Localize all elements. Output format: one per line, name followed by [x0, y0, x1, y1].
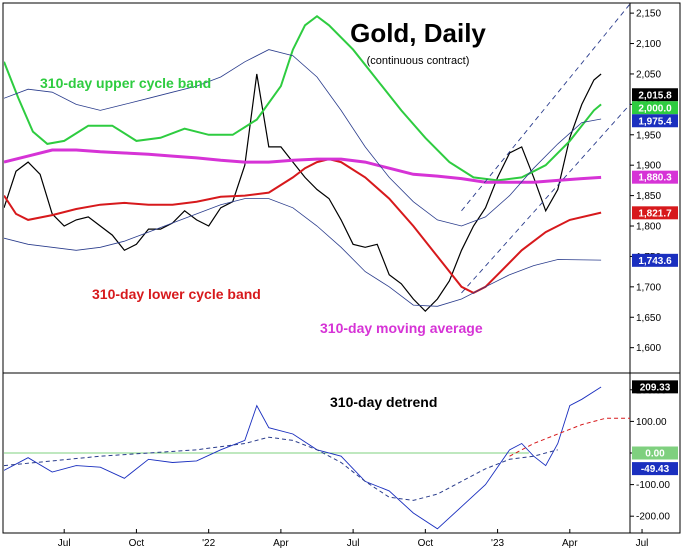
- last-value-badge: 2,015.8: [632, 88, 678, 102]
- x-tick-label: '22: [202, 538, 215, 549]
- trend-line-2: [461, 104, 630, 294]
- y-tick-label: 2,100: [636, 39, 661, 50]
- last-value-badge: 1,743.6: [632, 253, 678, 267]
- last-value-badge-text: 2,000.0: [638, 103, 672, 114]
- last-value-badge-bg: [632, 114, 678, 128]
- series-detrend-projection: [509, 417, 630, 457]
- last-value-badge: 1,880.3: [632, 170, 678, 184]
- detrend-panel-lines: [4, 386, 630, 530]
- y-tick-label: 1,900: [636, 161, 661, 172]
- last-value-badge-text: 1,880.3: [638, 173, 672, 184]
- main-frame: [2, 2, 681, 534]
- last-value-badge-bg: [632, 88, 678, 102]
- y-tick-label: 1,600: [636, 343, 661, 354]
- y-tick-label: 1,650: [636, 313, 661, 324]
- lower-band-label: 310-day lower cycle band: [92, 286, 261, 302]
- detrend-y-tick-label: 100.00: [636, 417, 667, 428]
- x-tick-label: Oct: [418, 538, 434, 549]
- last-value-badge: 2,000.0: [632, 101, 678, 115]
- series-lower-band: [4, 158, 602, 295]
- y-tick-label: 1,800: [636, 222, 661, 233]
- detrend-last-value-badge-bg: [632, 462, 678, 476]
- y-tick-label: 1,700: [636, 282, 661, 293]
- x-tick-label: Apr: [273, 538, 289, 549]
- last-value-badge-bg: [632, 101, 678, 115]
- x-tick-label: '23: [491, 538, 504, 549]
- last-value-badge-bg: [632, 206, 678, 220]
- detrend-last-value-badge-text: 0.00: [645, 449, 665, 460]
- series-price: [4, 73, 602, 313]
- chart-title: Gold, Daily: [350, 18, 486, 48]
- detrend-y-tick-label: -100.00: [636, 480, 670, 491]
- last-value-badge: 1,975.4: [632, 114, 678, 128]
- last-value-badge: 1,821.7: [632, 206, 678, 220]
- last-value-badge-text: 2,015.8: [638, 90, 672, 101]
- detrend-last-value-badge: 209.33: [632, 380, 678, 394]
- y-tick-label: 2,050: [636, 69, 661, 80]
- detrend-last-value-badge-text: -49.43: [641, 464, 670, 475]
- last-value-badge-bg: [632, 253, 678, 267]
- y-tick-label: 1,950: [636, 130, 661, 141]
- series-upper-band: [4, 14, 602, 182]
- series-envelope-upper: [4, 49, 602, 227]
- x-tick-label: Jul: [347, 538, 360, 549]
- last-value-badges: 2,015.8 2,000.0 1,975.4 1,880.3 1,821.7 1,743…: [632, 88, 678, 476]
- series-moving-average: [4, 148, 602, 184]
- last-value-badge-text: 1,975.4: [638, 116, 672, 127]
- detrend-last-value-badge-text: 209.33: [640, 382, 671, 393]
- upper-band-label: 310-day upper cycle band: [40, 75, 211, 91]
- last-value-badge-text: 1,743.6: [638, 256, 672, 267]
- x-tick-label: Oct: [129, 538, 145, 549]
- price-panel-lines: [4, 4, 630, 313]
- detrend-last-value-badge: 0.00: [632, 446, 678, 460]
- detrend-title: 310-day detrend: [330, 394, 437, 410]
- y-tick-label: 2,150: [636, 9, 661, 20]
- series-detrend: [4, 386, 602, 530]
- detrend-y-tick-label: -200.00: [636, 512, 670, 523]
- chart-subtitle: (continuous contract): [367, 55, 470, 67]
- detrend-last-value-badge: -49.43: [632, 462, 678, 476]
- x-tick-label: Jul: [636, 538, 649, 549]
- x-tick-label: Apr: [562, 538, 578, 549]
- last-value-badge-text: 1,821.7: [638, 208, 672, 219]
- moving-average-label: 310-day moving average: [320, 320, 483, 336]
- series-detrend-cycle: [4, 436, 558, 501]
- detrend-last-value-badge-bg: [632, 380, 678, 394]
- y-tick-label: 1,850: [636, 191, 661, 202]
- x-tick-label: Jul: [58, 538, 71, 549]
- series-envelope-lower: [4, 198, 602, 307]
- last-value-badge-bg: [632, 170, 678, 184]
- detrend-last-value-badge-bg: [632, 446, 678, 460]
